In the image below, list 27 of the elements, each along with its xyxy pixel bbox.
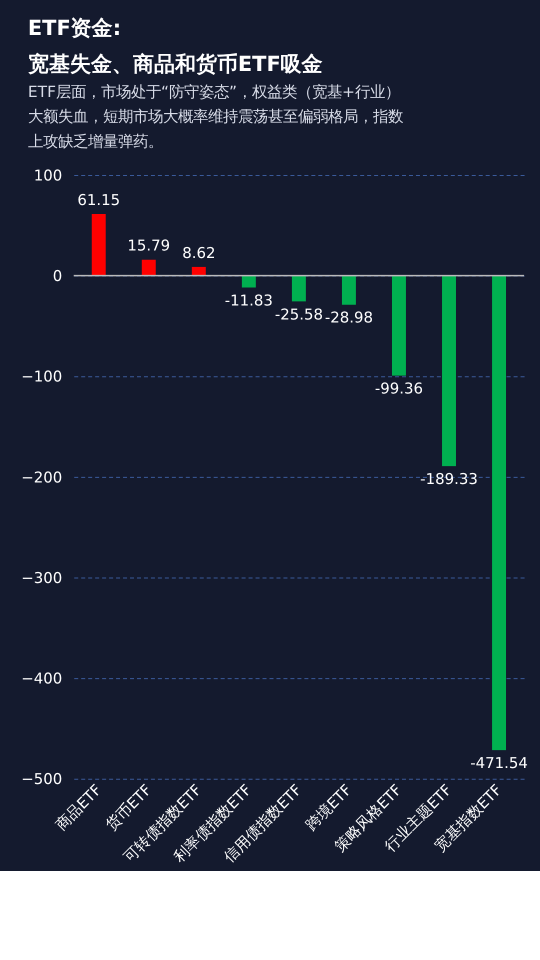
data-label: -11.83 (224, 291, 273, 310)
data-label: -25.58 (274, 305, 323, 324)
bar (192, 266, 206, 276)
bar (342, 276, 356, 305)
data-label: 61.15 (77, 191, 120, 210)
bar (92, 214, 106, 276)
chart-title: ETF资金: 宽基失金、商品和货币ETF吸金 (28, 16, 323, 76)
y-tick-label: −100 (21, 368, 62, 386)
y-tick-label: 100 (34, 166, 62, 184)
y-tick-label: −500 (21, 770, 62, 788)
data-label: 8.62 (182, 244, 216, 262)
chart-subtitle: ETF层面，市场处于“防守姿态”，权益类（宽基+行业）大额失血，短期市场大概率维持震荡甚至偏弱格局，指数上攻缺乏增量弹药。 (28, 82, 403, 151)
bar (242, 276, 256, 288)
data-label: -189.33 (420, 470, 478, 488)
bar (492, 276, 506, 750)
bar (442, 276, 456, 466)
data-label: -471.54 (470, 754, 528, 772)
data-label: -99.36 (374, 380, 424, 398)
bar (292, 276, 306, 302)
data-label: 15.79 (127, 236, 170, 255)
y-tick-label: −400 (21, 670, 62, 688)
y-tick-label: 0 (52, 267, 62, 286)
y-tick-label: −300 (21, 568, 62, 587)
bar (392, 276, 406, 376)
data-label: -28.98 (324, 308, 374, 327)
y-tick-label: −200 (21, 468, 62, 486)
bar (142, 260, 156, 276)
